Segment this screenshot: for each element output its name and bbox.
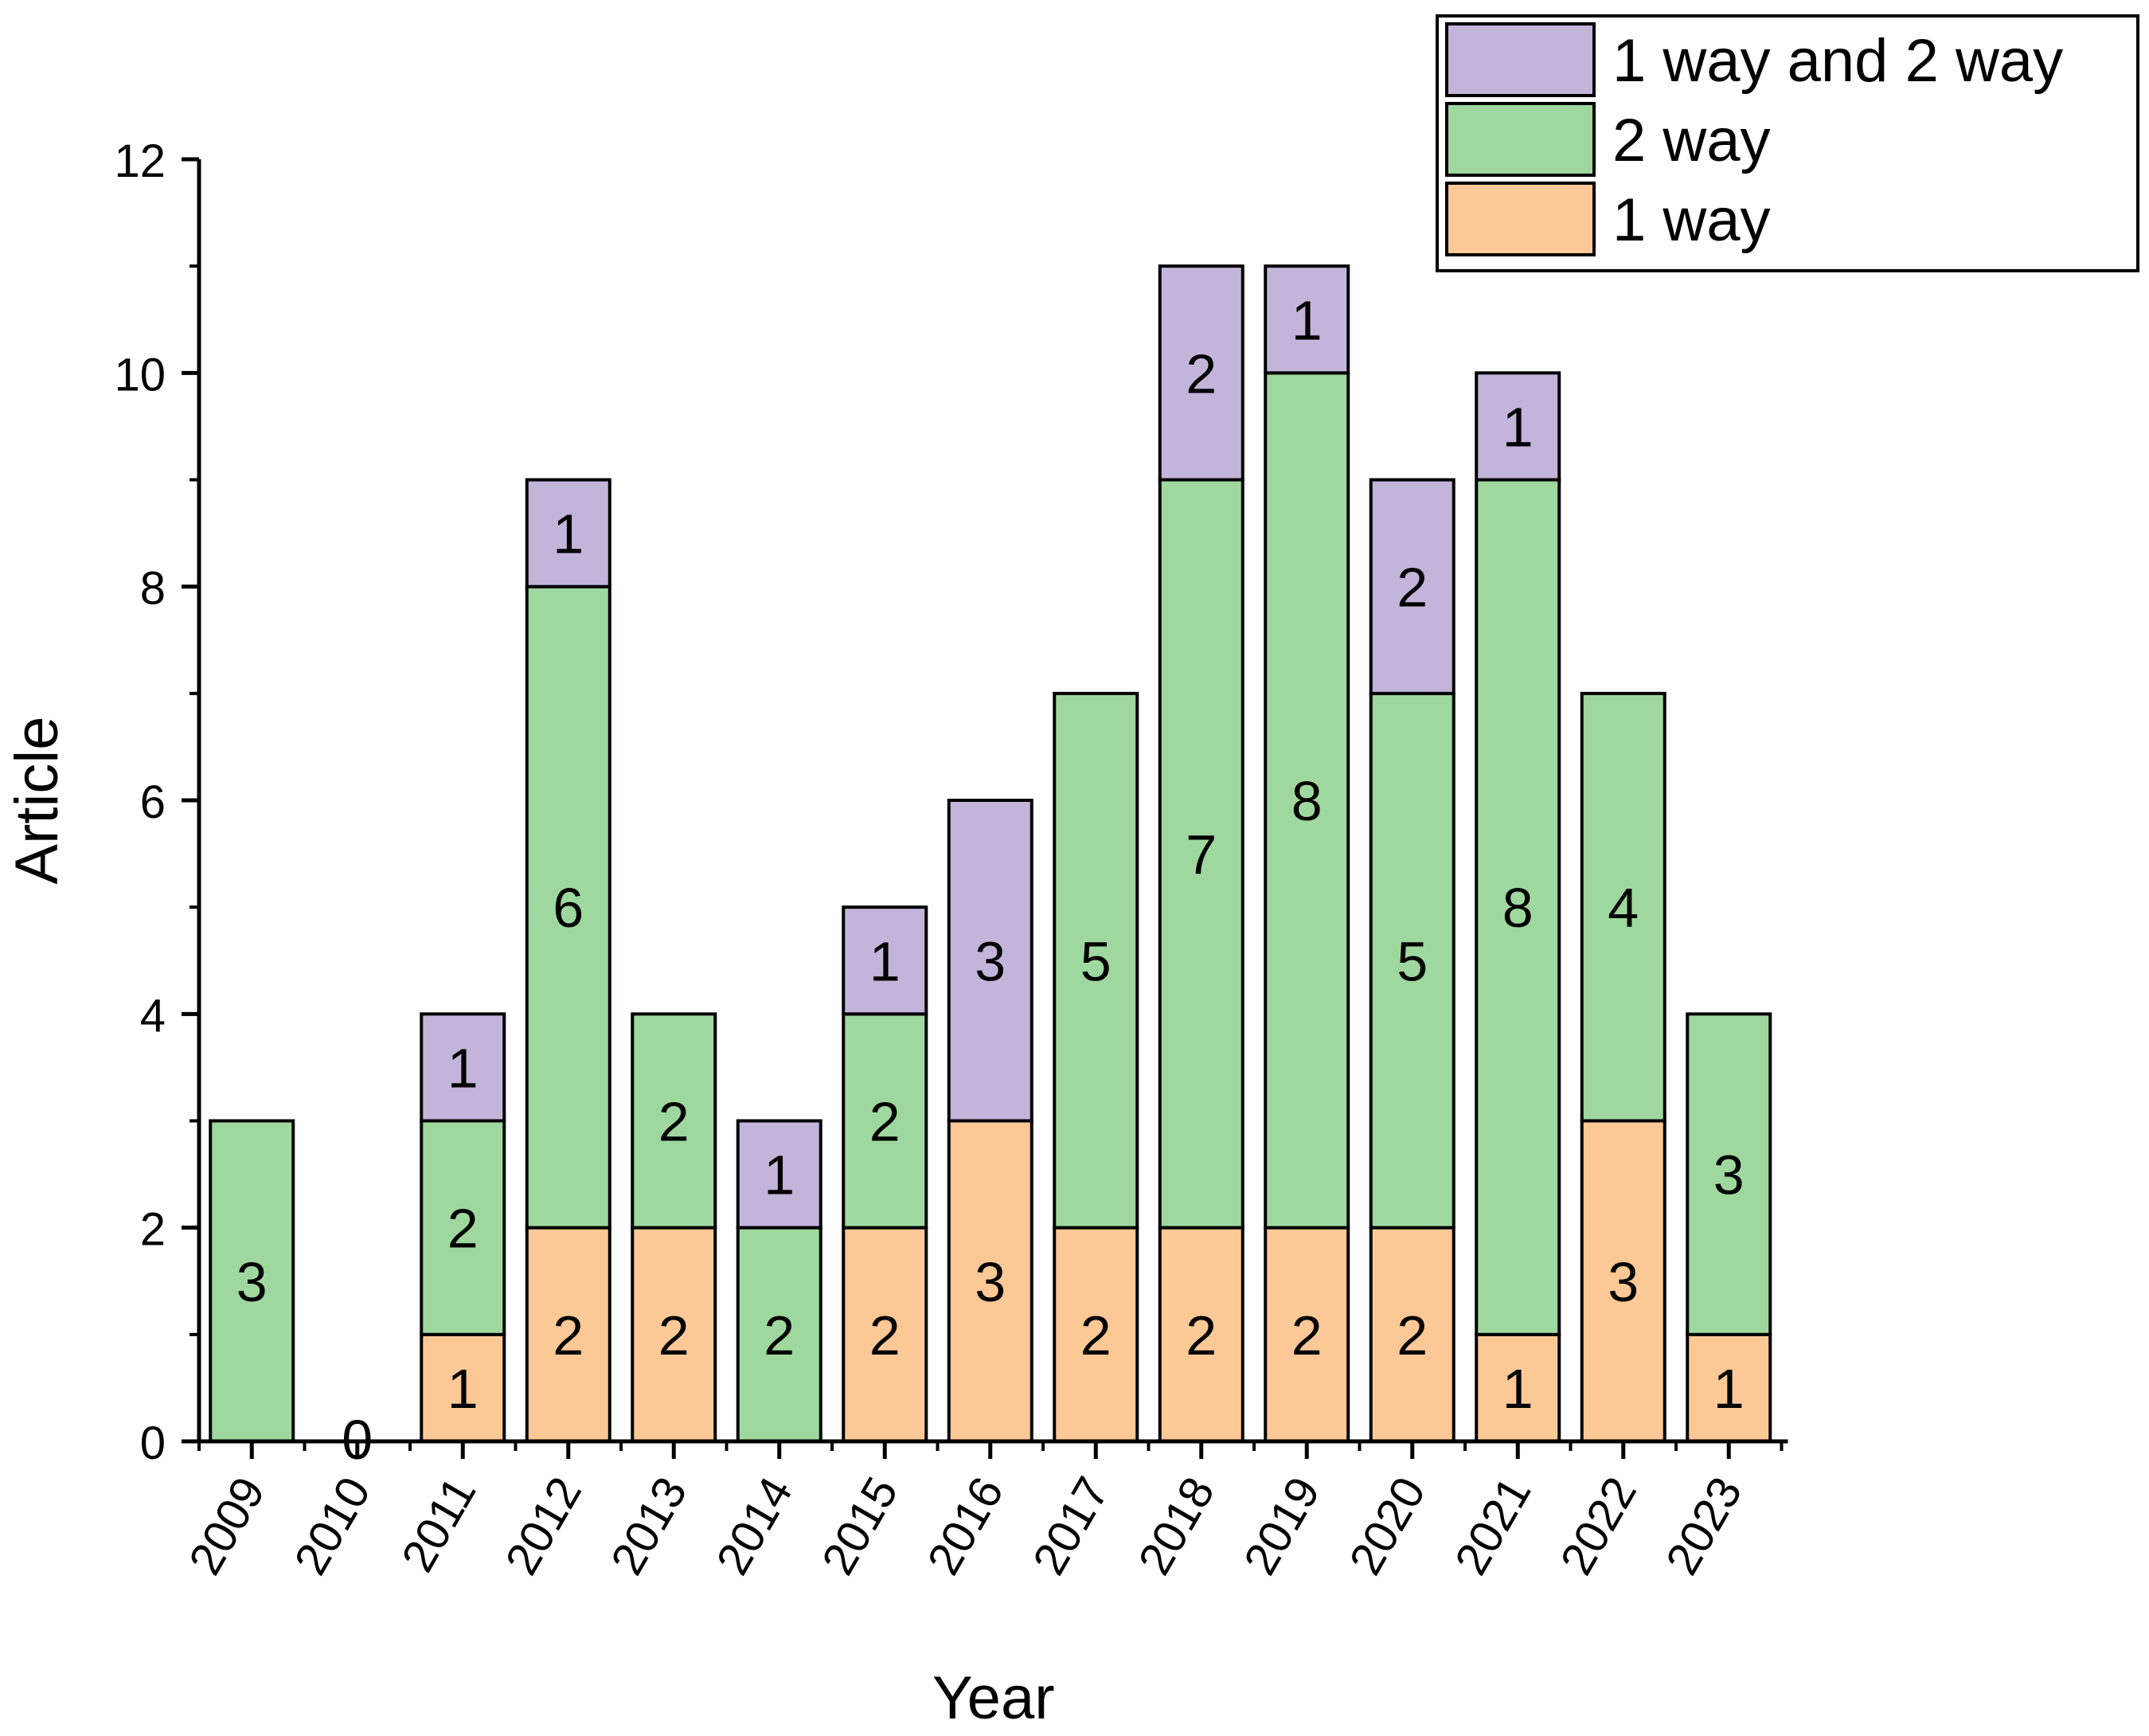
- data-label-1-way-and-2-way-2016: 3: [975, 930, 1006, 992]
- data-label-1-way-2019: 2: [1291, 1304, 1323, 1367]
- data-label-2-way-2015: 2: [869, 1091, 901, 1153]
- data-label-1-way-2015: 2: [869, 1304, 901, 1367]
- data-label-2-way-2009: 3: [236, 1251, 268, 1313]
- bar-segment-1-way-2013[interactable]: [631, 1226, 717, 1443]
- data-label-1-way-2012: 2: [553, 1304, 584, 1367]
- bar-segment-2-way-2013[interactable]: [631, 1012, 717, 1230]
- x-tick-label-2014: 2014: [706, 1468, 803, 1583]
- legend-swatch-1-way[interactable]: [1445, 182, 1596, 256]
- bar-segment-1-way-and-2-way-2021[interactable]: [1475, 371, 1561, 482]
- data-label-1-way-and-2-way-2012: 1: [553, 503, 584, 565]
- bar-segment-1-way-and-2-way-2014[interactable]: [736, 1119, 822, 1230]
- x-tick-label-2018: 2018: [1128, 1468, 1225, 1583]
- bar-segment-1-way-and-2-way-2016[interactable]: [947, 799, 1033, 1123]
- x-axis-title: Year: [932, 1664, 1055, 1732]
- x-tick-label-2022: 2022: [1550, 1468, 1647, 1583]
- data-label-2-way-2023: 3: [1713, 1144, 1745, 1206]
- legend-label-2-way: 2 way: [1612, 107, 1771, 174]
- x-tick-label-2019: 2019: [1234, 1468, 1330, 1583]
- data-label-1-way-2022: 3: [1608, 1251, 1639, 1313]
- data-label-2-way-2013: 2: [658, 1091, 690, 1153]
- data-label-2-way-2017: 5: [1080, 930, 1112, 992]
- y-tick-label-0: 0: [140, 1417, 166, 1469]
- data-label-1-way-2018: 2: [1186, 1304, 1217, 1367]
- data-label-2-way-2018: 7: [1186, 823, 1217, 886]
- bar-segment-2-way-2018[interactable]: [1158, 478, 1244, 1230]
- data-label-1-way-and-2-way-2020: 2: [1397, 557, 1428, 619]
- data-label-1-way-2017: 2: [1080, 1304, 1112, 1367]
- y-tick-label-6: 6: [140, 776, 166, 828]
- data-label-1-way-and-2-way-2021: 1: [1502, 396, 1534, 458]
- bar-segment-1-way-2017[interactable]: [1053, 1226, 1139, 1443]
- bar-segment-1-way-2015[interactable]: [842, 1226, 928, 1443]
- x-tick-label-2016: 2016: [917, 1468, 1014, 1583]
- bar-segment-2-way-2020[interactable]: [1369, 691, 1455, 1230]
- bar-segment-2-way-2017[interactable]: [1053, 691, 1139, 1230]
- bar-segment-1-way-and-2-way-2019[interactable]: [1264, 264, 1350, 375]
- bar-segment-2-way-2009[interactable]: [209, 1119, 295, 1443]
- data-label-1-way-2020: 2: [1397, 1304, 1428, 1367]
- x-tick-label-2023: 2023: [1656, 1468, 1752, 1583]
- y-axis-title: Article: [3, 716, 71, 884]
- y-tick-label-8: 8: [140, 563, 166, 615]
- bar-segment-1-way-and-2-way-2012[interactable]: [525, 478, 611, 588]
- x-tick-label-2017: 2017: [1023, 1468, 1119, 1583]
- legend-swatch-1-way-and-2-way[interactable]: [1445, 22, 1596, 97]
- bar-segment-1-way-and-2-way-2018[interactable]: [1158, 264, 1244, 482]
- data-label-2-way-2011: 2: [447, 1198, 479, 1260]
- x-tick-label-2020: 2020: [1339, 1468, 1436, 1583]
- x-tick-label-2012: 2012: [495, 1468, 592, 1583]
- data-label-1-way-and-2-way-2015: 1: [869, 930, 901, 992]
- data-label-1-way-and-2-way-2018: 2: [1186, 342, 1217, 405]
- data-label-2-way-2022: 4: [1608, 877, 1639, 939]
- bar-segment-1-way-and-2-way-2011[interactable]: [420, 1012, 506, 1123]
- bar-segment-2-way-2023[interactable]: [1686, 1012, 1772, 1336]
- data-label-2-way-2021: 8: [1502, 877, 1534, 939]
- data-label-1-way-2021: 1: [1502, 1358, 1534, 1420]
- data-label-2-way-2012: 6: [553, 877, 584, 939]
- y-tick-label-12: 12: [114, 135, 166, 187]
- legend-swatch-2-way[interactable]: [1445, 102, 1596, 177]
- x-tick-label-2010: 2010: [284, 1468, 381, 1583]
- data-label-zero-2010: 0: [342, 1409, 373, 1471]
- data-label-1-way-2013: 2: [658, 1304, 690, 1367]
- bar-segment-2-way-2015[interactable]: [842, 1012, 928, 1230]
- data-label-1-way-2011: 1: [447, 1358, 479, 1420]
- x-tick-label-2011: 2011: [392, 1468, 486, 1581]
- y-tick-label-10: 10: [114, 349, 166, 401]
- x-tick-label-2021: 2021: [1445, 1468, 1541, 1583]
- data-label-2-way-2020: 5: [1397, 930, 1428, 992]
- legend-label-1-way-and-2-way: 1 way and 2 way: [1612, 27, 2063, 95]
- data-label-1-way-and-2-way-2011: 1: [447, 1037, 479, 1099]
- bar-segment-2-way-2014[interactable]: [736, 1226, 822, 1443]
- y-tick-label-4: 4: [140, 990, 166, 1042]
- bar-segment-1-way-2018[interactable]: [1158, 1226, 1244, 1443]
- data-label-1-way-2016: 3: [975, 1251, 1006, 1313]
- x-tick-label-2009: 2009: [179, 1468, 275, 1583]
- bar-segment-2-way-2021[interactable]: [1475, 478, 1561, 1336]
- data-label-2-way-2019: 8: [1291, 770, 1323, 832]
- x-tick-label-2015: 2015: [812, 1468, 908, 1583]
- bar-segment-2-way-2022[interactable]: [1580, 691, 1666, 1123]
- bar-segment-2-way-2019[interactable]: [1264, 371, 1350, 1230]
- bar-segment-1-way-and-2-way-2020[interactable]: [1369, 478, 1455, 695]
- legend-label-1-way: 1 way: [1612, 186, 1771, 254]
- data-label-1-way-and-2-way-2014: 1: [764, 1144, 795, 1206]
- y-tick-label-2: 2: [140, 1204, 166, 1256]
- data-label-1-way-2023: 1: [1713, 1358, 1745, 1420]
- bar-segment-2-way-2012[interactable]: [525, 585, 611, 1230]
- data-label-1-way-and-2-way-2019: 1: [1291, 289, 1323, 351]
- x-tick-label-2013: 2013: [601, 1468, 697, 1583]
- bar-segment-1-way-and-2-way-2015[interactable]: [842, 905, 928, 1016]
- data-label-2-way-2014: 2: [764, 1304, 795, 1367]
